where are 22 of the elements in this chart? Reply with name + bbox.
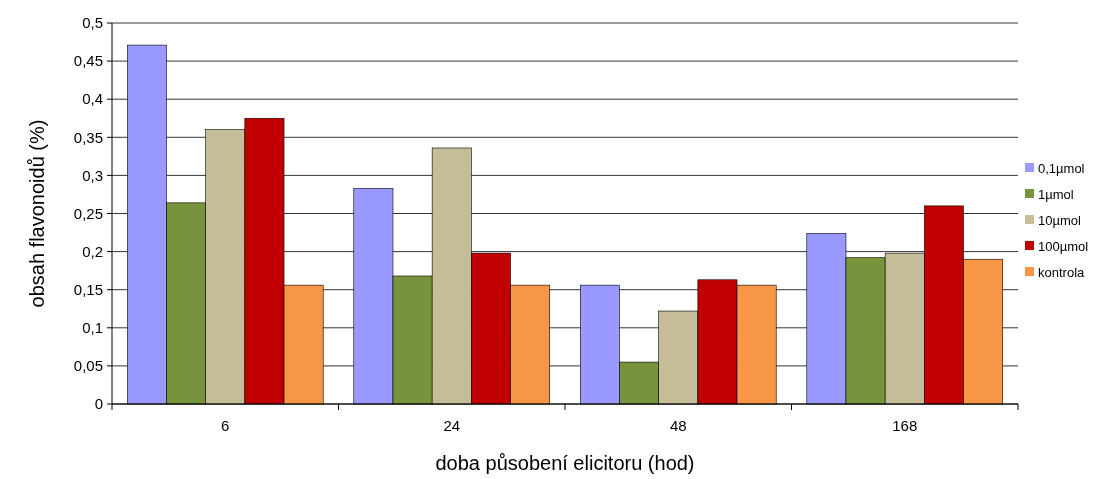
y-tick-label: 0,05 bbox=[73, 357, 103, 375]
x-tick-label: 48 bbox=[669, 417, 687, 434]
y-tick-label: 0 bbox=[94, 395, 103, 413]
x-tick-label: 24 bbox=[443, 417, 461, 434]
legend-label: 0,1µmol bbox=[1038, 160, 1085, 176]
y-tick-label: 0,1 bbox=[82, 319, 103, 337]
y-tick-label: 0,5 bbox=[82, 14, 103, 32]
legend-label: 1µmol bbox=[1038, 186, 1074, 202]
x-tick-label: 168 bbox=[892, 417, 918, 434]
y-tick-label: 0,3 bbox=[82, 166, 103, 184]
legend-label: kontrola bbox=[1038, 264, 1086, 280]
y-axis-title: obsah flavonoidů (%) bbox=[26, 119, 48, 308]
y-tick-label: 0,45 bbox=[73, 52, 103, 70]
legend-label: 10µmol bbox=[1038, 212, 1082, 228]
x-tick-label: 6 bbox=[221, 417, 230, 434]
y-tick-label: 0,15 bbox=[73, 280, 103, 298]
y-tick-label: 0,25 bbox=[73, 204, 103, 222]
y-tick-label: 0,2 bbox=[82, 242, 103, 260]
legend-label: 100µmol bbox=[1038, 238, 1089, 254]
x-axis-title: doba působení elicitoru (hod) bbox=[435, 452, 695, 474]
y-tick-label: 0,35 bbox=[73, 128, 103, 146]
y-tick-label: 0,4 bbox=[82, 90, 103, 108]
